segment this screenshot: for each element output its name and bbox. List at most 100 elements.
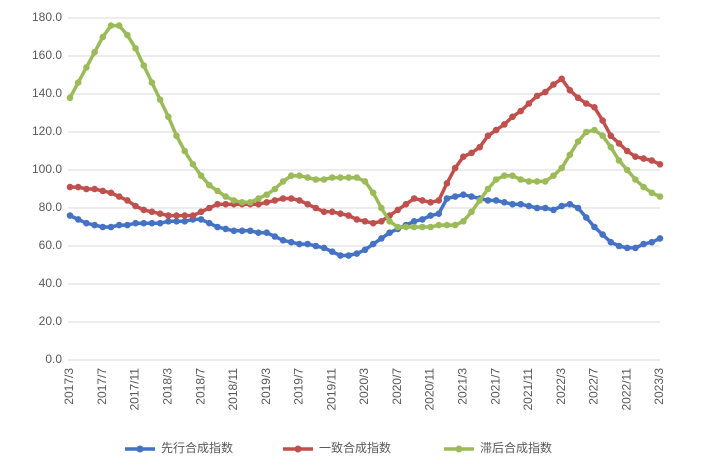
point (206, 181, 213, 189)
point (230, 227, 238, 235)
point (632, 153, 639, 160)
point (533, 92, 541, 100)
point (435, 221, 443, 229)
point (517, 176, 524, 183)
point (181, 218, 189, 225)
point (156, 96, 164, 103)
x-tick-label: 2021/11 (521, 368, 535, 411)
point (361, 218, 369, 225)
point (165, 212, 172, 219)
point (361, 178, 369, 185)
point (296, 197, 303, 204)
point (582, 214, 590, 221)
point (378, 235, 385, 242)
point (206, 204, 213, 212)
point (197, 172, 205, 179)
point (148, 208, 156, 216)
point (435, 197, 443, 204)
point (656, 193, 664, 200)
x-tick-label: 2018/11 (226, 368, 240, 411)
point (279, 178, 287, 185)
point (607, 132, 615, 140)
x-tick-label: 2022/7 (587, 368, 601, 405)
point (246, 199, 254, 206)
point (468, 208, 475, 216)
point (263, 191, 270, 198)
point (435, 210, 443, 217)
point (189, 212, 197, 219)
point (476, 143, 484, 151)
point (410, 195, 418, 202)
point (361, 246, 369, 254)
point (91, 221, 98, 229)
legend-marker (455, 445, 463, 453)
point (566, 200, 574, 208)
point (328, 248, 336, 255)
point (173, 218, 180, 225)
point (443, 221, 451, 229)
point (419, 223, 426, 231)
x-tick-label: 2017/7 (95, 368, 109, 405)
point (287, 172, 295, 179)
x-tick-label: 2020/3 (357, 368, 371, 405)
point (607, 143, 615, 151)
point (328, 208, 336, 216)
point (222, 193, 229, 200)
point (132, 219, 139, 227)
y-tick-label: 20.0 (39, 314, 63, 328)
point (599, 132, 606, 140)
point (214, 187, 221, 195)
y-tick-label: 60.0 (39, 238, 63, 252)
point (337, 210, 344, 217)
point (419, 197, 426, 204)
point (640, 240, 647, 248)
point (533, 178, 541, 185)
point (320, 244, 328, 252)
point (533, 204, 541, 212)
point (574, 138, 582, 145)
point (304, 240, 311, 248)
point (263, 229, 270, 236)
point (541, 204, 549, 212)
point (623, 244, 631, 252)
point (140, 62, 148, 69)
point (124, 221, 131, 229)
point (99, 187, 107, 195)
point (591, 223, 598, 231)
point (484, 197, 492, 204)
point (427, 223, 434, 231)
point (140, 206, 148, 214)
point (599, 117, 606, 124)
point (66, 94, 74, 102)
point (615, 242, 623, 250)
point (181, 147, 189, 155)
point (115, 193, 123, 200)
point (353, 174, 361, 181)
point (517, 107, 524, 115)
point (402, 223, 410, 231)
point (410, 218, 418, 225)
point (451, 221, 459, 229)
point (173, 212, 180, 219)
legend-item: 滞后合成指数 (444, 440, 552, 455)
point (509, 113, 516, 121)
point (492, 176, 500, 183)
point (615, 140, 623, 147)
point (632, 176, 639, 183)
point (312, 204, 320, 212)
x-tick-label: 2023/3 (652, 368, 666, 405)
y-tick-label: 120.0 (32, 124, 62, 138)
point (443, 195, 451, 202)
point (279, 237, 287, 244)
point (525, 178, 533, 185)
legend-label: 先行合成指数 (161, 440, 233, 455)
point (83, 219, 90, 227)
point (156, 219, 164, 227)
x-tick-label: 2018/3 (161, 368, 175, 405)
point (615, 157, 623, 164)
point (378, 204, 385, 212)
point (206, 219, 213, 227)
point (566, 151, 574, 159)
point (165, 113, 172, 121)
y-tick-label: 180.0 (32, 10, 62, 24)
